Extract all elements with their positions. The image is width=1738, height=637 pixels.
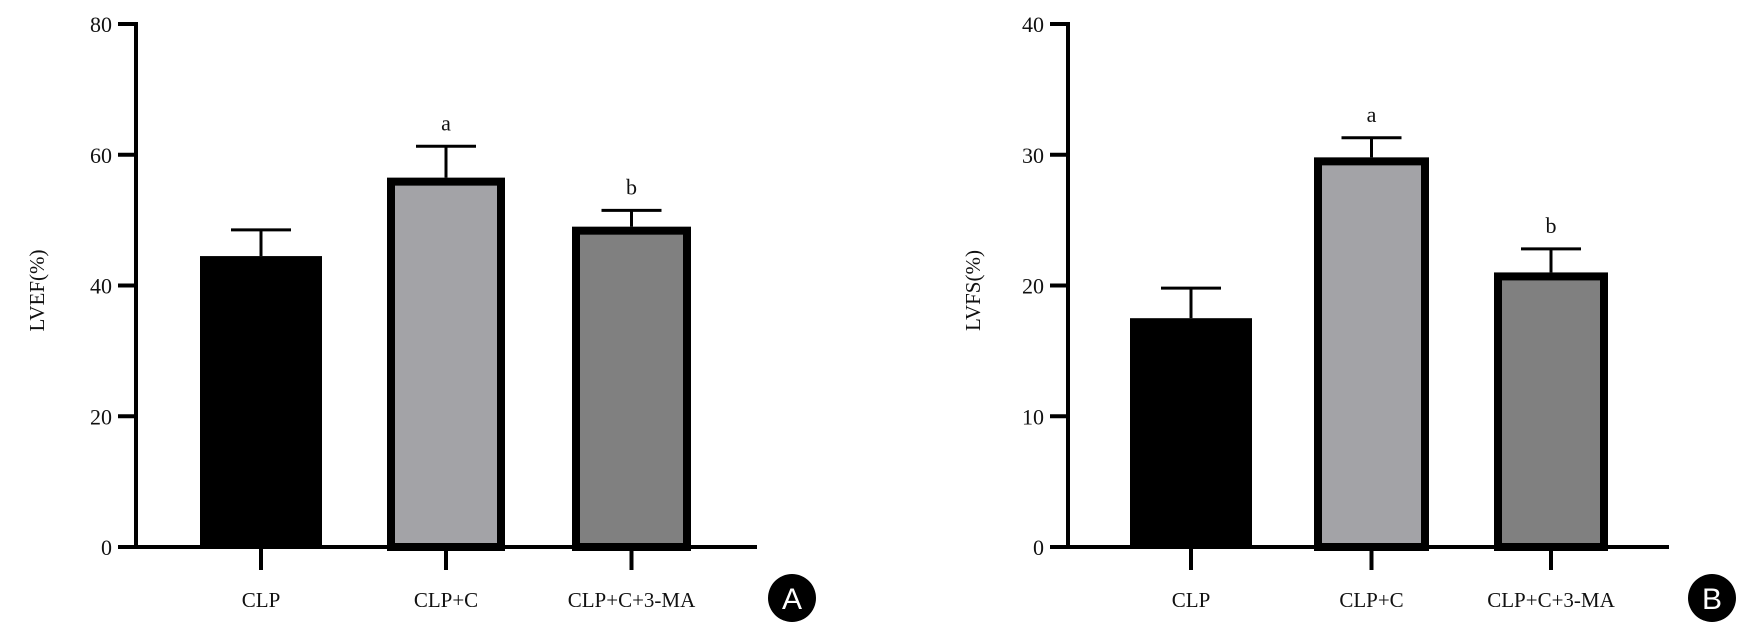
bar-clp xyxy=(200,256,322,547)
panel-label: A xyxy=(782,583,802,616)
bar-clp-c-3-ma xyxy=(572,226,691,551)
x-tick-label: CLP+C+3-MA xyxy=(568,588,696,612)
significance-label: a xyxy=(1367,102,1377,127)
x-tick-label: CLP+C xyxy=(414,588,478,612)
significance-label: b xyxy=(1546,213,1557,238)
panel-label: B xyxy=(1702,583,1722,616)
y-tick-label: 0 xyxy=(1033,535,1044,560)
y-tick-label: 20 xyxy=(90,404,112,429)
x-tick-label: CLP xyxy=(242,588,281,612)
y-tick-label: 30 xyxy=(1022,143,1044,168)
bar-clp xyxy=(1130,318,1252,547)
y-tick-label: 20 xyxy=(1022,274,1044,299)
significance-label: a xyxy=(441,110,451,135)
x-tick-label: CLP+C xyxy=(1339,588,1403,612)
y-tick-label: 10 xyxy=(1022,404,1044,429)
chart-panel-a: 0 20 40 60 80 LVEF(%) CLP a CLP+C b CLP+C+3-MA A xyxy=(25,12,816,622)
y-tick-label: 0 xyxy=(101,535,112,560)
x-tick-label: CLP xyxy=(1172,588,1211,612)
chart-panel-b: 0 10 20 30 40 LVFS(%) CLP a CLP+C b CLP+C+3-MA B xyxy=(961,12,1736,622)
y-axis-label: LVFS(%) xyxy=(961,250,985,331)
x-tick-label: CLP+C+3-MA xyxy=(1487,588,1615,612)
y-tick-label: 40 xyxy=(1022,12,1044,37)
bar-clp-c-3-ma xyxy=(1494,272,1608,551)
y-tick-label: 80 xyxy=(90,12,112,37)
significance-label: b xyxy=(626,174,637,199)
panel-badge xyxy=(1688,574,1736,622)
y-axis-label: LVEF(%) xyxy=(25,249,49,331)
y-tick-label: 40 xyxy=(90,274,112,299)
bar-clp-c xyxy=(387,177,505,551)
bar-clp-c xyxy=(1314,157,1429,552)
panel-badge xyxy=(768,574,816,622)
y-tick-label: 60 xyxy=(90,143,112,168)
